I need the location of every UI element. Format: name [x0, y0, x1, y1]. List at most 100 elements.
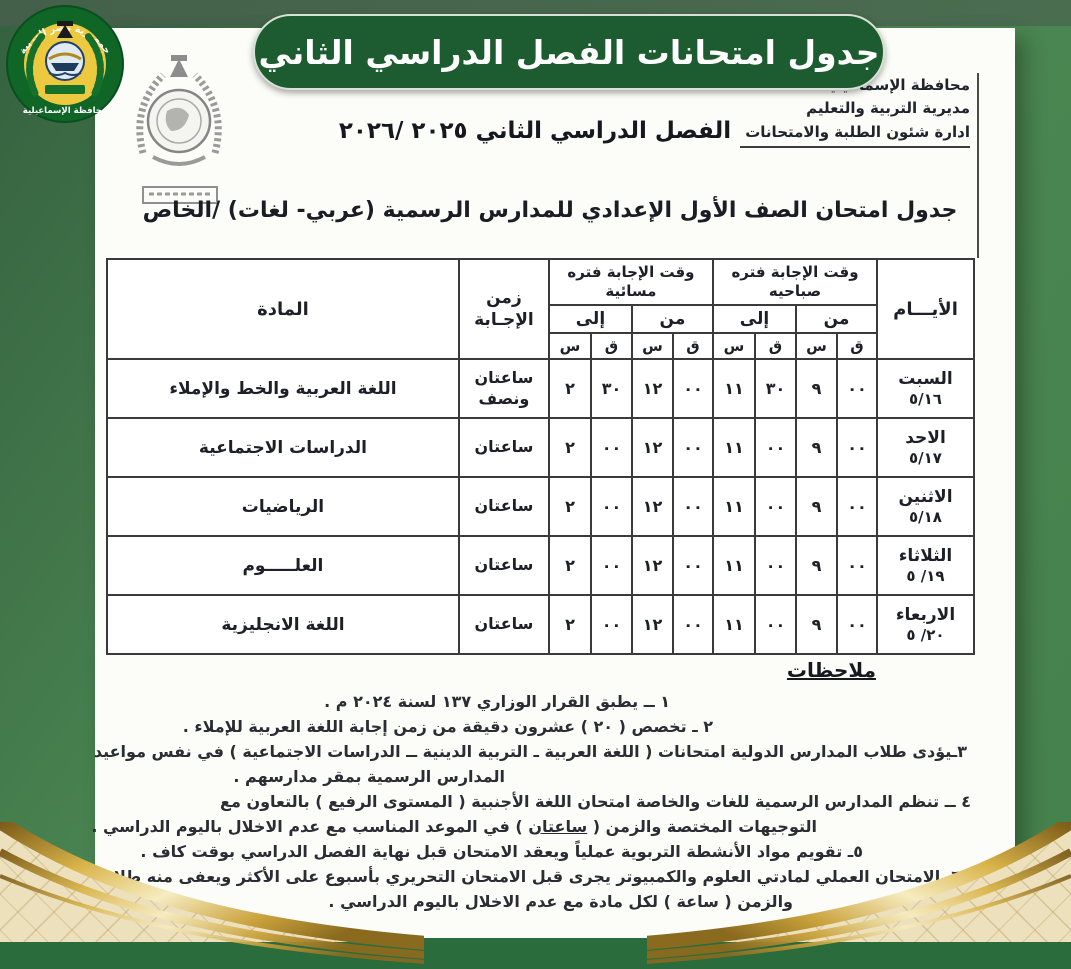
- day-cell: الاربعاء ٥ /٢٠: [876, 594, 975, 655]
- page-title: جدول امتحان الصف الأول الإعدادي للمدارس …: [142, 198, 958, 223]
- note-line: ٥ـ تقويم مواد الأنشطة التربوية عملياً وي…: [140, 842, 863, 861]
- minute-cell: ٠٠: [671, 535, 714, 596]
- to-header: إلى: [711, 304, 798, 334]
- minute-cell: ٣٠: [754, 358, 797, 419]
- hour-cell: ٩: [795, 594, 838, 655]
- hours-header: س: [711, 332, 757, 360]
- note-line: المدارس الرسمية بمقر مدارسهم .: [233, 767, 505, 786]
- minutes-header: ق: [754, 332, 797, 360]
- minute-cell: ٠٠: [836, 535, 878, 596]
- semester-line: الفصل الدراسي الثاني ٢٠٢٥ /٢٠٢٦: [338, 118, 732, 144]
- subject-cell: الرياضيات: [105, 476, 460, 537]
- hour-cell: ٢: [547, 417, 592, 478]
- exam-table-wrap: الأيـــام وقت الإجابة فتره صباحيه وقت ال…: [105, 258, 975, 655]
- page-frame-rule: [977, 73, 979, 258]
- minute-cell: ٠٠: [754, 535, 797, 596]
- days-header: الأيـــام: [876, 258, 975, 360]
- table-row: الاثنين ٥/١٨ ٠٠ ٩ ٠٠ ١١ ٠٠ ١٢ ٠٠ ٢ ساعتان…: [105, 476, 975, 537]
- hour-cell: ١٢: [630, 535, 674, 596]
- gold-ribbon-right: [647, 822, 1071, 964]
- hour-cell: ١١: [711, 594, 757, 655]
- duration-cell: ساعتان: [457, 535, 550, 596]
- hour-cell: ١٢: [630, 358, 674, 419]
- banner-pill: جدول امتحانات الفصل الدراسي الثاني: [253, 14, 885, 90]
- note-line: التوجيهات المختصة والزمن ( ساعتان ) في ا…: [91, 817, 817, 836]
- minutes-header: ق: [671, 332, 714, 360]
- hour-cell: ٩: [795, 417, 838, 478]
- subject-cell: اللغة الانجليزية: [105, 594, 460, 655]
- hour-cell: ٢: [547, 476, 592, 537]
- note-line: ٣ـيؤدى طلاب المدارس الدولية امتحانات ( ا…: [93, 742, 967, 761]
- minute-cell: ٠٠: [836, 358, 878, 419]
- hour-cell: ٩: [795, 476, 838, 537]
- banner-title: جدول امتحانات الفصل الدراسي الثاني: [258, 32, 880, 72]
- minute-cell: ٠٠: [671, 417, 714, 478]
- subject-header: المادة: [105, 258, 460, 360]
- note-line: والزمن ( ساعة ) لكل مادة مع عدم الاخلال …: [328, 892, 793, 911]
- gold-ribbon-left: [0, 822, 424, 964]
- exam-schedule-table: الأيـــام وقت الإجابة فتره صباحيه وقت ال…: [105, 258, 975, 655]
- note-line: ١ ــ يطبق القرار الوزاري ١٣٧ لسنة ٢٠٢٤ م…: [324, 692, 670, 711]
- date-value: ٥/١٧: [909, 448, 942, 467]
- table-row: الاحد ٥/١٧ ٠٠ ٩ ٠٠ ١١ ٠٠ ١٢ ٠٠ ٢ ساعتان ا…: [105, 417, 975, 478]
- minute-cell: ٠٠: [671, 358, 714, 419]
- notes-heading: ملاحظات: [786, 658, 876, 682]
- hour-cell: ٩: [795, 535, 838, 596]
- ministry-logo-icon: [136, 55, 222, 204]
- hours-header: س: [795, 332, 838, 360]
- minute-cell: ٠٠: [589, 476, 633, 537]
- day-cell: الاحد ٥/١٧: [876, 417, 975, 478]
- duration-header: زمن الإجـابة: [457, 258, 550, 360]
- minute-cell: ٠٠: [754, 476, 797, 537]
- bottom-bar: [0, 938, 1071, 969]
- underlined-duration: ساعتان: [528, 817, 588, 836]
- hours-header: س: [630, 332, 674, 360]
- emblem-bottom-text: محافظة الإسماعيلية: [23, 106, 107, 116]
- minute-cell: ٠٠: [836, 417, 878, 478]
- hour-cell: ١١: [711, 417, 757, 478]
- hour-cell: ١٢: [630, 417, 674, 478]
- subject-cell: اللغة العربية والخط والإملاء: [105, 358, 460, 419]
- hours-header: س: [547, 332, 592, 360]
- from-header: من: [630, 304, 714, 334]
- hour-cell: ٩: [795, 358, 838, 419]
- gov-header-line: ادارة شئون الطلبة والامتحانات: [740, 121, 970, 148]
- duration-cell: ساعتان: [457, 476, 550, 537]
- minutes-header: ق: [836, 332, 878, 360]
- gov-header-line: مديرية التربية والتعليم: [806, 99, 970, 118]
- minutes-header: ق: [589, 332, 633, 360]
- note-line: ٢ ـ تخصص ( ٢٠ ) عشرون دقيقة من زمن إجابة…: [182, 717, 713, 736]
- date-value: ٥/١٦: [909, 389, 942, 408]
- date-value: ٥ /١٩: [906, 566, 945, 585]
- table-row: السبت ٥/١٦ ٠٠ ٩ ٣٠ ١١ ٠٠ ١٢ ٣٠ ٢ ساعتان و…: [105, 358, 975, 419]
- minute-cell: ٠٠: [754, 594, 797, 655]
- document-page: محافظة الإسماعيلية مديرية التربية والتعل…: [34, 28, 1015, 940]
- minute-cell: ٠٠: [589, 535, 633, 596]
- minute-cell: ٠٠: [754, 417, 797, 478]
- minute-cell: ٠٠: [836, 476, 878, 537]
- from-header: من: [795, 304, 878, 334]
- hour-cell: ٢: [547, 535, 592, 596]
- day-cell: الاثنين ٥/١٨: [876, 476, 975, 537]
- hour-cell: ٢: [547, 594, 592, 655]
- to-header: إلى: [547, 304, 633, 334]
- day-cell: الثلاثاء ٥ /١٩: [876, 535, 975, 596]
- evening-group-header: وقت الإجابة فتره مسائية: [547, 258, 714, 306]
- duration-cell: ساعتان ونصف: [457, 358, 550, 419]
- notes-section: ملاحظات ١ ــ يطبق القرار الوزاري ١٣٧ لسن…: [34, 658, 975, 915]
- duration-cell: ساعتان: [457, 594, 550, 655]
- minute-cell: ٠٠: [836, 594, 878, 655]
- hour-cell: ١١: [711, 476, 757, 537]
- morning-group-header: وقت الإجابة فتره صباحيه: [711, 258, 879, 306]
- minute-cell: ٠٠: [589, 594, 633, 655]
- table-row: الاربعاء ٥ /٢٠ ٠٠ ٩ ٠٠ ١١ ٠٠ ١٢ ٠٠ ٢ ساعت…: [105, 594, 975, 655]
- minute-cell: ٠٠: [671, 594, 714, 655]
- hour-cell: ٢: [547, 358, 592, 419]
- minute-cell: ٠٠: [671, 476, 714, 537]
- hour-cell: ١٢: [630, 476, 674, 537]
- governorate-logo-icon: جمهورية مصر العربية محافظة الإسماعيلية: [6, 5, 124, 123]
- note-line: ٤ ــ تنظم المدارس الرسمية للغات والخاصة …: [220, 792, 971, 811]
- day-cell: السبت ٥/١٦: [876, 358, 975, 419]
- hour-cell: ١٢: [630, 594, 674, 655]
